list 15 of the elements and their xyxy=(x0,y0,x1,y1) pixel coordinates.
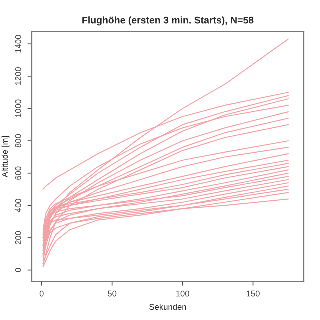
chart-title: Flughöhe (ersten 3 min. Starts), N=58 xyxy=(82,16,254,26)
x-tick-label: 0 xyxy=(40,290,44,297)
x-axis-title: Sekunden xyxy=(150,304,186,310)
x-tick-label: 50 xyxy=(108,290,117,297)
y-tick-label: 1000 xyxy=(15,100,22,118)
y-tick-label: 1200 xyxy=(15,67,22,86)
y-tick-label: 200 xyxy=(15,231,22,245)
y-axis-title: Altitude [m] xyxy=(2,136,10,178)
y-tick-label: 800 xyxy=(15,134,22,148)
y-tick-label: 1400 xyxy=(15,35,22,53)
y-tick-label: 400 xyxy=(15,199,22,212)
x-tick-label: 100 xyxy=(176,290,190,297)
y-tick-label: 600 xyxy=(15,166,22,180)
y-tick-label: 0 xyxy=(15,268,22,272)
x-tick-label: 150 xyxy=(246,290,260,297)
